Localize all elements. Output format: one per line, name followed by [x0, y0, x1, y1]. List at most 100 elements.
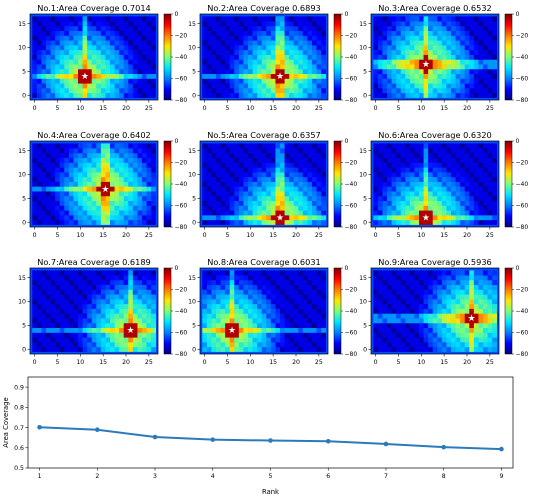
heatmap-cell: [409, 299, 415, 305]
heatmap-cell: [243, 279, 249, 286]
heatmap-cell: [284, 299, 290, 305]
heatmap-cell: [409, 59, 415, 65]
heatmap-cell: [32, 21, 38, 27]
transmitter-marker: ★: [228, 326, 236, 336]
y-tick-label: 5: [192, 69, 196, 76]
heatmap-cell: [409, 275, 415, 281]
heatmap-cell: [234, 21, 240, 27]
heatmap-cell: [216, 337, 221, 343]
heatmap-cell: [270, 200, 276, 206]
heatmap-cell: [284, 313, 290, 319]
heatmap-cell: [123, 322, 129, 329]
heatmap-cell: [238, 215, 244, 221]
heatmap-cell: [400, 205, 406, 211]
heatmap-cell: [238, 205, 244, 211]
heatmap-cell: [280, 337, 285, 343]
heatmap-cell: [377, 337, 383, 343]
x-tick-label: 10: [246, 359, 254, 366]
heatmap-cell: [87, 64, 93, 70]
heatmap-cell: [321, 313, 327, 319]
heatmap-cell: [396, 148, 402, 154]
heatmap-cell: [270, 78, 276, 84]
heatmap-cell: [280, 195, 285, 202]
heatmap-cell: [487, 40, 493, 46]
heatmap-cell: [32, 64, 38, 70]
heatmap-cell: [284, 25, 290, 32]
heatmap-cell: [110, 181, 115, 187]
heatmap-cell: [82, 270, 88, 276]
heatmap-cell: [68, 83, 74, 89]
heatmap-cell: [275, 30, 281, 36]
area-coverage-point: [37, 424, 42, 430]
heatmap-cell: [128, 346, 134, 352]
rank-tick-label: 6: [326, 473, 330, 480]
heatmap-cell: [100, 16, 106, 22]
colorbar-tick-label: −80: [175, 351, 188, 358]
heatmap-cell: [142, 78, 147, 84]
heatmap-cell: [50, 200, 56, 206]
heatmap-cell: [446, 322, 452, 329]
heatmap-cell: [478, 25, 484, 32]
heatmap-cell: [478, 88, 484, 94]
heatmap-cell: [248, 346, 253, 352]
x-tick-label: 5: [55, 359, 59, 366]
heatmap-cell: [234, 205, 240, 211]
heatmap-cell: [275, 322, 281, 329]
heatmap-cell: [446, 64, 452, 70]
heatmap-cell: [464, 176, 470, 182]
heatmap-cell: [257, 205, 263, 211]
heatmap-cell: [387, 289, 392, 295]
heatmap-cell: [225, 303, 231, 309]
heatmap-cell: [257, 289, 263, 295]
heatmap-cell: [59, 303, 65, 309]
heatmap-cell: [266, 270, 272, 276]
heatmap-cell: [119, 59, 125, 65]
heatmap-cell: [238, 337, 244, 343]
heatmap-cell: [123, 279, 129, 286]
heatmap-cell: [307, 59, 313, 65]
heatmap-cell: [78, 332, 83, 338]
heatmap-cell: [257, 294, 263, 300]
heatmap-cell: [96, 308, 102, 314]
heatmap-cell: [293, 172, 299, 178]
heatmap-cell: [409, 284, 415, 290]
heatmap-cell: [377, 176, 383, 182]
heatmap-cell: [68, 73, 74, 79]
heatmap-cell: [64, 64, 70, 70]
heatmap-cell: [289, 289, 295, 295]
heatmap-cell: [423, 275, 429, 281]
heatmap-cell: [252, 322, 258, 329]
heatmap-cell: [270, 322, 276, 329]
heatmap-cell: [202, 157, 208, 163]
heatmap-cell: [206, 346, 212, 352]
heatmap-cell: [248, 68, 253, 75]
heatmap-cell: [114, 279, 120, 286]
heatmap-cell: [487, 35, 493, 41]
heatmap-cell: [409, 327, 415, 333]
heatmap-cell: [59, 181, 65, 187]
heatmap-cell: [234, 322, 240, 329]
heatmap-cell: [55, 346, 61, 352]
heatmap-cell: [151, 30, 157, 36]
heatmap-cell: [391, 16, 397, 22]
heatmap-cell: [132, 16, 138, 22]
y-tick-label: 0: [363, 219, 367, 226]
heatmap-cell: [321, 157, 327, 163]
heatmap-cell: [321, 143, 327, 149]
heatmap-cell: [414, 73, 420, 79]
heatmap-cell: [289, 270, 295, 276]
heatmap-cell: [373, 299, 379, 305]
heatmap-cell: [220, 30, 226, 36]
heatmap-cell: [110, 157, 115, 163]
y-tick-label: 15: [18, 148, 26, 155]
heatmap-cell: [460, 83, 466, 89]
heatmap-cell: [419, 73, 424, 79]
heatmap-cell: [243, 303, 249, 309]
heatmap-cell: [428, 191, 434, 197]
heatmap-cell: [396, 152, 402, 159]
heatmap-cell: [432, 270, 438, 276]
heatmap-cell: [409, 40, 415, 46]
heatmap-cell: [132, 270, 138, 276]
heatmap-cell: [414, 219, 420, 225]
heatmap-cell: [460, 275, 466, 281]
